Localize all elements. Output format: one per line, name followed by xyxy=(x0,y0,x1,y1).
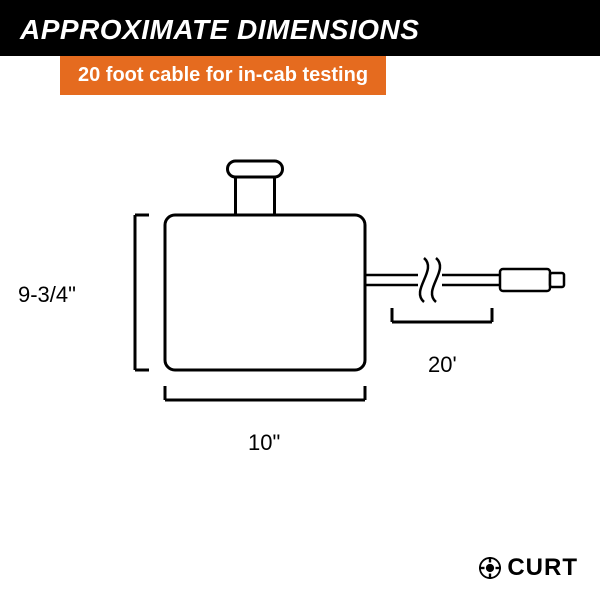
diagram-svg xyxy=(0,130,600,510)
brand-text: CURT xyxy=(507,554,578,582)
brand-icon xyxy=(479,557,501,579)
height-label: 9-3/4" xyxy=(18,282,76,308)
width-label: 10" xyxy=(248,430,280,456)
sub-header: 20 foot cable for in-cab testing xyxy=(60,56,386,95)
page-title: APPROXIMATE DIMENSIONS xyxy=(20,14,580,46)
header-bar: APPROXIMATE DIMENSIONS xyxy=(0,0,600,56)
brand-logo: CURT xyxy=(479,554,578,582)
cable-length-label: 20' xyxy=(428,352,457,378)
dimension-diagram: 9-3/4" 10" 20' xyxy=(0,130,600,510)
